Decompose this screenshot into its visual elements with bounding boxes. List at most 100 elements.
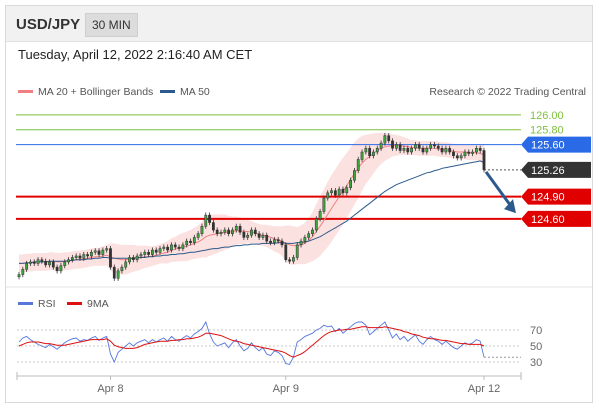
- candle: [242, 229, 246, 241]
- candle-body: [391, 140, 394, 149]
- candle-body: [269, 240, 272, 243]
- candle-body: [246, 234, 250, 238]
- candle: [326, 190, 330, 201]
- candle-body: [280, 240, 284, 246]
- chart-widget: USD/JPY 30 MIN Tuesday, April 12, 2022 2…: [5, 5, 593, 403]
- candle: [147, 249, 150, 258]
- legend-label-ma50: MA 50: [180, 86, 210, 98]
- candle-body: [375, 148, 379, 153]
- candle: [345, 185, 349, 196]
- candle: [444, 145, 448, 155]
- candle-body: [383, 135, 387, 144]
- candle: [322, 195, 326, 215]
- candle: [128, 254, 131, 265]
- candle: [341, 186, 345, 196]
- candle: [116, 268, 120, 281]
- rsi-9ma-line: [18, 326, 485, 358]
- candle-body: [276, 239, 280, 242]
- rsi-level-label-70: 70: [530, 325, 542, 337]
- candle: [474, 145, 478, 155]
- candle: [391, 138, 394, 151]
- candle: [93, 248, 97, 255]
- candle-body: [467, 151, 471, 154]
- candle-body: [131, 257, 135, 260]
- candle: [48, 259, 51, 268]
- candle-body: [360, 151, 364, 160]
- candle-body: [143, 252, 147, 255]
- candle: [299, 238, 303, 248]
- candle-body: [32, 261, 36, 264]
- candle-body: [200, 226, 204, 234]
- candle: [82, 251, 86, 261]
- candle: [387, 133, 391, 144]
- candle: [189, 238, 192, 246]
- candle: [364, 145, 368, 155]
- candle: [86, 251, 89, 259]
- candle: [276, 237, 280, 244]
- price-panel: 126.00 125.80 125.60 125.26 124.90 124.60: [16, 110, 591, 281]
- candle-body: [402, 148, 406, 151]
- candle: [402, 145, 406, 154]
- source-credit: Research © 2022 Trading Central: [429, 86, 586, 98]
- candle-body: [82, 254, 86, 259]
- candle-body: [261, 234, 265, 238]
- candle: [463, 149, 467, 159]
- candle-body: [318, 211, 322, 220]
- candle: [219, 229, 223, 237]
- ma50-line: [19, 160, 485, 264]
- candle: [330, 188, 333, 196]
- candle: [177, 244, 181, 252]
- candle-body: [192, 237, 196, 243]
- candle-body: [223, 229, 227, 233]
- candle-body: [78, 255, 82, 259]
- candle: [353, 167, 356, 183]
- candle: [292, 254, 295, 264]
- bollinger-band: [19, 132, 484, 275]
- legend-swatch-ma50: [160, 90, 175, 93]
- level-tag-124-90: 124.90: [521, 188, 591, 205]
- candle-body: [307, 233, 311, 238]
- candle-body: [173, 244, 177, 248]
- ma20-line: [19, 144, 485, 264]
- rsi-panel: 70 50 30: [17, 320, 542, 369]
- candle-body: [109, 248, 112, 268]
- candle-body: [353, 170, 356, 181]
- candle-body: [36, 259, 40, 264]
- candle: [21, 266, 25, 278]
- candle: [170, 242, 173, 253]
- candle: [70, 254, 74, 263]
- candle: [467, 149, 471, 157]
- candle-body: [436, 145, 440, 149]
- candle-body: [272, 239, 276, 243]
- candle-body: [333, 190, 337, 196]
- candle-body: [257, 233, 261, 238]
- interval-button[interactable]: 30 MIN: [85, 13, 138, 37]
- candle-body: [93, 250, 97, 253]
- level-label-124-90: 124.90: [531, 192, 565, 204]
- candle: [158, 245, 162, 255]
- level-tag-bg: [521, 210, 591, 227]
- candle-body: [147, 252, 150, 255]
- timestamp: Tuesday, April 12, 2022 2:16:40 AM CET: [18, 47, 253, 62]
- candle: [356, 156, 360, 174]
- candle: [406, 145, 410, 155]
- candle: [272, 237, 276, 246]
- candle: [173, 242, 177, 250]
- candle-body: [341, 188, 345, 194]
- candle-body: [227, 229, 231, 234]
- candle-body: [48, 261, 51, 266]
- candle: [74, 253, 78, 261]
- candle: [185, 238, 189, 248]
- level-label-126-00: 126.00: [530, 110, 564, 122]
- candle-body: [55, 266, 59, 272]
- candle: [375, 145, 379, 155]
- candle: [250, 227, 253, 238]
- candle: [284, 242, 288, 263]
- candle-body: [368, 148, 372, 156]
- legend-label-9ma: 9MA: [87, 298, 109, 310]
- candle-body: [208, 214, 211, 223]
- candle: [253, 227, 257, 237]
- candle: [29, 259, 32, 267]
- candle: [295, 242, 299, 261]
